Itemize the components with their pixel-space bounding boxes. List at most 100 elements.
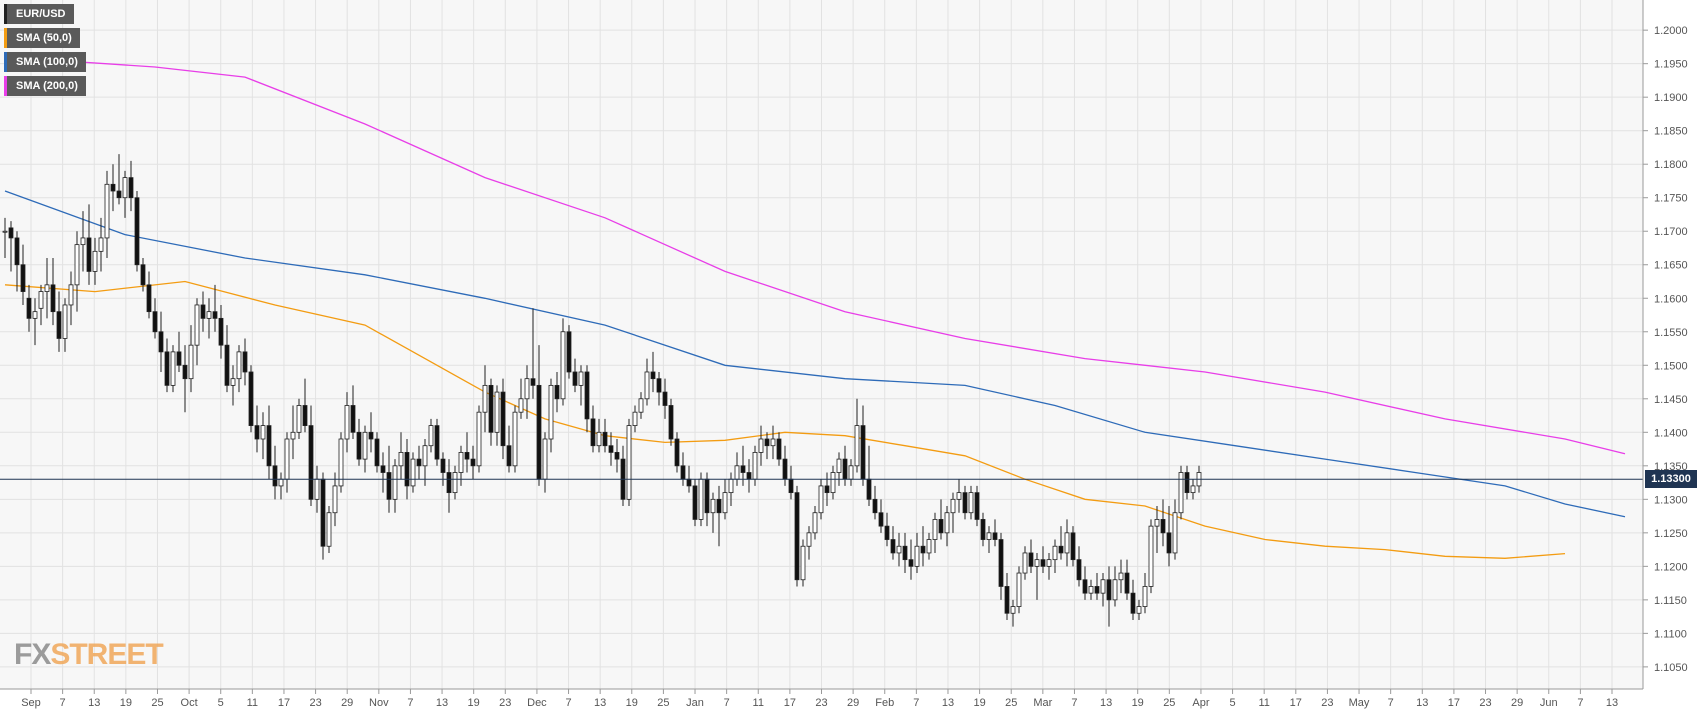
legend-item-eurusd[interactable]: EUR/USD bbox=[4, 4, 74, 24]
candle-body bbox=[38, 291, 44, 309]
logo-suffix: STREET bbox=[50, 638, 163, 671]
legend-item-sma-50[interactable]: SMA (50,0) bbox=[4, 28, 80, 48]
candle-body bbox=[1046, 559, 1052, 567]
candle-body bbox=[200, 304, 206, 319]
candle-body bbox=[272, 465, 278, 487]
candle-body bbox=[374, 438, 380, 467]
candle-body bbox=[1172, 512, 1178, 554]
candle-body bbox=[818, 485, 824, 514]
candle bbox=[86, 204, 92, 285]
candle-body bbox=[80, 237, 86, 246]
candle-body bbox=[782, 458, 788, 480]
candle bbox=[320, 472, 326, 560]
x-tick-label: May bbox=[1349, 697, 1370, 709]
legend-item-sma-100[interactable]: SMA (100,0) bbox=[4, 52, 86, 72]
candle-body bbox=[758, 438, 764, 453]
candle-body bbox=[572, 371, 578, 386]
x-tick-label: Sep bbox=[21, 697, 41, 709]
candle bbox=[242, 338, 248, 386]
candle-body bbox=[884, 525, 890, 540]
y-tick-label: 1.1700 bbox=[1654, 226, 1688, 238]
candle bbox=[1184, 465, 1190, 500]
candle bbox=[1058, 526, 1064, 560]
candle bbox=[1094, 573, 1100, 600]
candle bbox=[470, 445, 476, 480]
candle-body bbox=[776, 438, 782, 460]
candle bbox=[416, 445, 422, 480]
candle bbox=[464, 432, 470, 473]
candle bbox=[1160, 499, 1166, 547]
candle-body bbox=[146, 284, 152, 313]
candle-body bbox=[128, 177, 134, 199]
candle-body bbox=[578, 371, 584, 386]
x-tick-label: 19 bbox=[1132, 697, 1144, 709]
candle-body bbox=[716, 498, 722, 514]
candle-body bbox=[764, 438, 770, 447]
x-tick-label: 13 bbox=[1100, 697, 1112, 709]
candle-body bbox=[500, 391, 506, 447]
candle-body bbox=[98, 237, 104, 252]
x-tick-label: 13 bbox=[1606, 697, 1618, 709]
candle bbox=[248, 365, 254, 433]
candle-body bbox=[350, 405, 356, 433]
candle-body bbox=[68, 284, 74, 306]
candle bbox=[110, 164, 116, 212]
x-tick-label: 25 bbox=[151, 697, 163, 709]
legend-label: SMA (200,0) bbox=[16, 80, 78, 92]
candle-body bbox=[968, 492, 974, 514]
candle bbox=[830, 465, 836, 500]
candle-body bbox=[824, 485, 830, 494]
candle-body bbox=[956, 492, 962, 500]
candle bbox=[878, 499, 884, 533]
candle bbox=[8, 221, 14, 272]
candle bbox=[662, 378, 668, 419]
x-tick-label: 7 bbox=[913, 697, 919, 709]
x-tick-label: 17 bbox=[1290, 697, 1302, 709]
candle bbox=[1088, 579, 1094, 600]
candle-body bbox=[380, 465, 386, 473]
candle bbox=[632, 405, 638, 433]
candle-body bbox=[830, 472, 836, 494]
candle bbox=[434, 418, 440, 466]
candle bbox=[182, 345, 188, 413]
y-tick-label: 1.1650 bbox=[1654, 260, 1688, 272]
candle-body bbox=[446, 472, 452, 494]
candle bbox=[1040, 546, 1046, 574]
candle bbox=[194, 298, 200, 366]
candle bbox=[170, 345, 176, 393]
y-tick-label: 1.1800 bbox=[1654, 159, 1688, 171]
candle bbox=[902, 532, 908, 574]
logo-prefix: FX bbox=[14, 638, 51, 671]
candle-body bbox=[1052, 545, 1058, 561]
candle-body bbox=[842, 458, 848, 480]
candle-body bbox=[1178, 472, 1184, 514]
candle bbox=[1064, 519, 1070, 567]
candle-body bbox=[740, 465, 746, 473]
x-tick-label: 11 bbox=[753, 697, 764, 709]
candle-body bbox=[176, 351, 182, 366]
candle-body bbox=[554, 384, 560, 400]
candle bbox=[488, 378, 494, 446]
x-tick-label: 25 bbox=[657, 697, 669, 709]
candle-body bbox=[86, 237, 92, 272]
candle bbox=[476, 405, 482, 473]
candle bbox=[692, 479, 698, 527]
candle bbox=[26, 284, 32, 332]
candle bbox=[824, 472, 830, 507]
y-tick-label: 1.1850 bbox=[1654, 126, 1688, 138]
candle bbox=[638, 392, 644, 419]
candle-body bbox=[458, 452, 464, 473]
candle bbox=[656, 371, 662, 406]
candle bbox=[992, 519, 998, 547]
candle bbox=[44, 258, 50, 319]
candle-body bbox=[20, 264, 26, 292]
candle bbox=[518, 378, 524, 419]
candle bbox=[974, 485, 980, 527]
candle-body bbox=[698, 478, 704, 520]
candle bbox=[428, 418, 434, 453]
candle bbox=[410, 452, 416, 493]
legend-item-sma-200[interactable]: SMA (200,0) bbox=[4, 76, 86, 96]
candle-body bbox=[368, 431, 374, 440]
candle bbox=[794, 485, 800, 587]
x-tick-label: 29 bbox=[1511, 697, 1523, 709]
